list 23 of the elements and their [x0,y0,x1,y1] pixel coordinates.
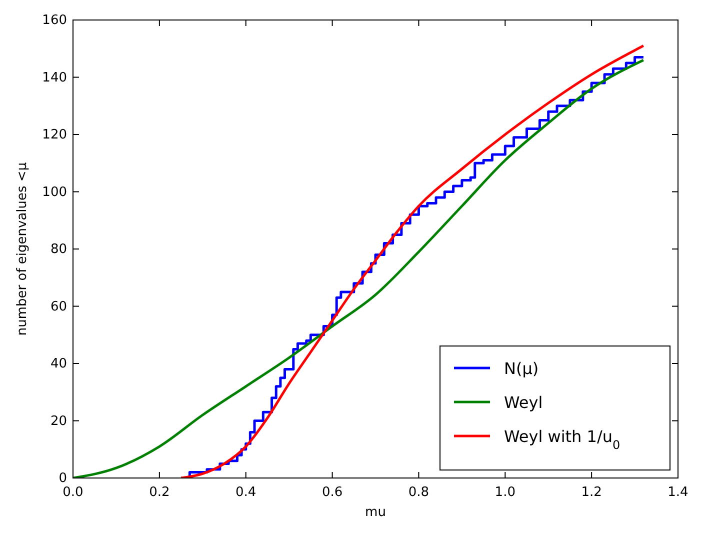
x-tick-label: 0.4 [236,485,256,500]
legend-label: Weyl [504,393,543,412]
y-tick-label: 160 [42,13,67,28]
legend-label: Weyl with 1/u$_{0}$ [504,427,620,452]
x-tick-label: 0.2 [149,485,170,500]
x-tick-label: 1.0 [494,485,516,500]
legend-label: N(μ) [504,359,539,378]
y-tick-label: 20 [50,414,67,429]
line-series [73,58,645,478]
x-tick-label: 0.8 [408,485,430,500]
y-tick-label: 100 [42,184,67,200]
x-axis-title: mu [365,505,386,520]
x-tick-label: 0.6 [322,485,343,500]
x-tick-label: 0.0 [62,485,84,500]
y-tick-label: 0 [58,471,67,486]
x-tick-label: 1.2 [581,485,602,500]
y-tick-label: 80 [50,242,67,257]
y-tick-label: 60 [50,299,67,314]
y-axis-title: number of eigenvalues <μ [15,162,30,336]
y-tick-label: 120 [42,128,67,142]
y-tick-label: 40 [50,356,67,372]
y-tick-label: 140 [42,70,67,86]
x-tick-label: 1.4 [668,485,688,500]
